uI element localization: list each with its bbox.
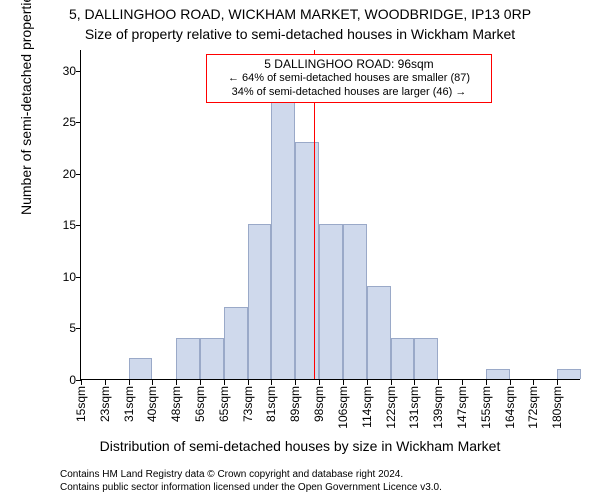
- x-tick-label: 56sqm: [193, 386, 207, 422]
- y-axis-label: Number of semi-detached properties: [18, 0, 34, 215]
- x-tick-mark: [319, 380, 320, 385]
- x-tick-mark: [343, 380, 344, 385]
- x-tick-mark: [271, 380, 272, 385]
- histogram-bar: [295, 142, 319, 379]
- y-tick-label: 5: [36, 321, 76, 335]
- histogram-bar: [248, 224, 272, 379]
- histogram-bar: [200, 338, 224, 379]
- x-tick-mark: [176, 380, 177, 385]
- annotation-line-2: ← 64% of semi-detached houses are smalle…: [211, 72, 487, 86]
- x-tick-label: 114sqm: [360, 386, 374, 428]
- x-tick-label: 172sqm: [526, 386, 540, 429]
- x-tick-label: 164sqm: [503, 386, 517, 429]
- x-tick-label: 89sqm: [288, 386, 302, 422]
- histogram-bar: [486, 369, 510, 379]
- x-tick-mark: [129, 380, 130, 385]
- chart-title-main: 5, DALLINGHOO ROAD, WICKHAM MARKET, WOOD…: [0, 6, 600, 22]
- annotation-line-3: 34% of semi-detached houses are larger (…: [211, 86, 487, 100]
- x-tick-label: 122sqm: [384, 386, 398, 429]
- x-tick-label: 23sqm: [98, 386, 112, 422]
- chart-title-sub: Size of property relative to semi-detach…: [0, 26, 600, 42]
- y-tick-mark: [76, 71, 81, 72]
- chart-container: 5, DALLINGHOO ROAD, WICKHAM MARKET, WOOD…: [0, 0, 600, 500]
- y-tick-label: 20: [36, 167, 76, 181]
- x-tick-label: 15sqm: [74, 386, 88, 422]
- y-tick-mark: [76, 277, 81, 278]
- x-tick-mark: [391, 380, 392, 385]
- x-tick-mark: [81, 380, 82, 385]
- histogram-bar: [271, 90, 295, 379]
- x-tick-label: 48sqm: [169, 386, 183, 422]
- x-tick-label: 31sqm: [122, 386, 136, 422]
- x-axis-label: Distribution of semi-detached houses by …: [0, 438, 600, 454]
- x-tick-mark: [462, 380, 463, 385]
- x-tick-label: 180sqm: [550, 386, 564, 429]
- histogram-bar: [557, 369, 581, 379]
- y-tick-label: 30: [36, 64, 76, 78]
- x-tick-label: 139sqm: [431, 386, 445, 429]
- x-tick-mark: [533, 380, 534, 385]
- x-tick-label: 81sqm: [264, 386, 278, 422]
- annotation-box: 5 DALLINGHOO ROAD: 96sqm← 64% of semi-de…: [206, 54, 492, 103]
- y-tick-mark: [76, 225, 81, 226]
- y-tick-label: 15: [36, 218, 76, 232]
- y-tick-label: 25: [36, 115, 76, 129]
- x-tick-label: 65sqm: [217, 386, 231, 422]
- histogram-bar: [176, 338, 200, 379]
- y-tick-mark: [76, 122, 81, 123]
- x-tick-label: 147sqm: [455, 386, 469, 429]
- histogram-bar: [129, 358, 153, 379]
- y-tick-mark: [76, 328, 81, 329]
- x-tick-label: 40sqm: [145, 386, 159, 422]
- y-tick-label: 0: [36, 373, 76, 387]
- y-tick-mark: [76, 174, 81, 175]
- plot-area: 05101520253015sqm23sqm31sqm40sqm48sqm56s…: [80, 50, 580, 380]
- x-tick-label: 73sqm: [241, 386, 255, 422]
- x-tick-mark: [438, 380, 439, 385]
- footer-attribution: Contains HM Land Registry data © Crown c…: [60, 469, 442, 494]
- x-tick-mark: [367, 380, 368, 385]
- histogram-bar: [414, 338, 438, 379]
- x-tick-mark: [200, 380, 201, 385]
- x-tick-mark: [486, 380, 487, 385]
- plot-frame: 05101520253015sqm23sqm31sqm40sqm48sqm56s…: [80, 50, 580, 380]
- x-tick-mark: [414, 380, 415, 385]
- x-tick-mark: [557, 380, 558, 385]
- x-tick-mark: [248, 380, 249, 385]
- y-tick-label: 10: [36, 270, 76, 284]
- x-tick-label: 131sqm: [407, 386, 421, 429]
- histogram-bar: [391, 338, 415, 379]
- x-tick-mark: [510, 380, 511, 385]
- x-tick-mark: [152, 380, 153, 385]
- histogram-bar: [224, 307, 248, 379]
- footer-line-2: Contains public sector information licen…: [60, 482, 442, 495]
- x-tick-mark: [224, 380, 225, 385]
- footer-line-1: Contains HM Land Registry data © Crown c…: [60, 469, 442, 482]
- x-tick-mark: [295, 380, 296, 385]
- annotation-line-1: 5 DALLINGHOO ROAD: 96sqm: [211, 57, 487, 72]
- histogram-bar: [367, 286, 391, 379]
- x-tick-label: 98sqm: [312, 386, 326, 422]
- x-tick-label: 155sqm: [479, 386, 493, 429]
- histogram-bar: [343, 224, 367, 379]
- histogram-bar: [319, 224, 343, 379]
- x-tick-mark: [105, 380, 106, 385]
- x-tick-label: 106sqm: [336, 386, 350, 429]
